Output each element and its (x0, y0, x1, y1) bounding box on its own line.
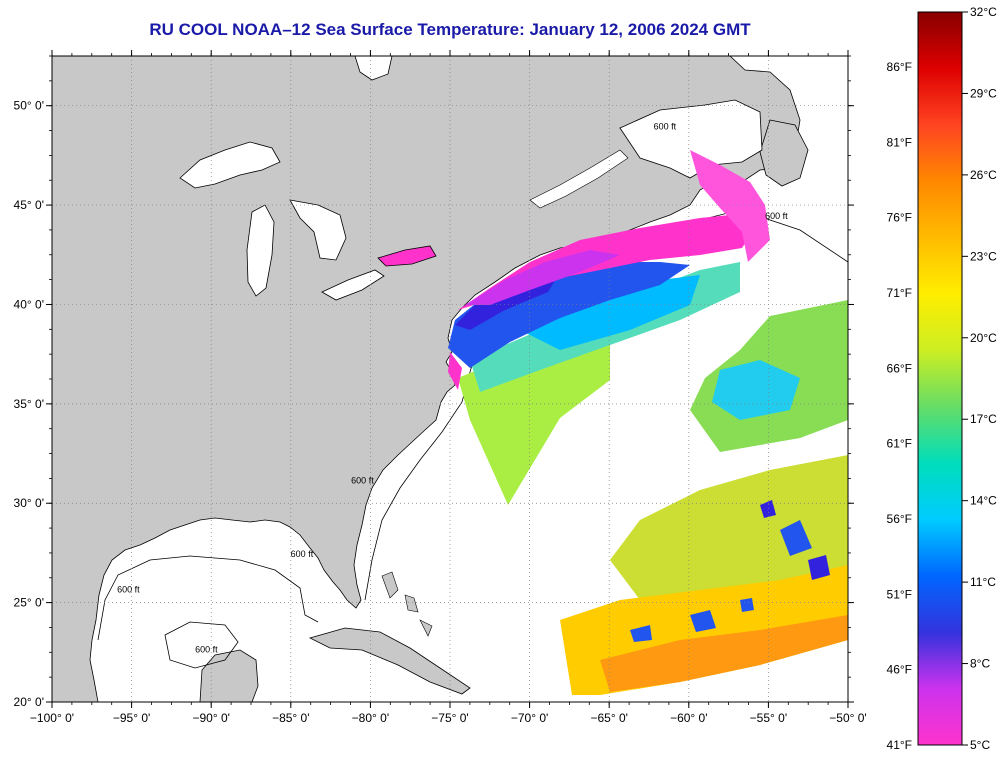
latitude-labels: 20° 0' 25° 0' 30° 0' 35° 0' 40° 0' 45° 0' 50° … (14, 99, 44, 709)
map-frame (51, 55, 849, 703)
colorbar-labels: 32°C 29°C 26°C 23°C 20°C 17°C 14°C 11°C 8°C 5°C 86… (887, 5, 998, 752)
fahrenheit-label: 46°F (887, 663, 912, 677)
longitude-labels: −100° 0' −95° 0' −90° 0' −85° 0' −80° 0' −75°… (30, 711, 867, 725)
celsius-label: 11°C (970, 575, 996, 589)
contour-label: 600 ft (195, 644, 218, 654)
colorbar-gradient (917, 11, 963, 746)
lat-label: 45° 0' (14, 198, 44, 212)
lon-label: −95° 0' (113, 711, 150, 725)
lake-ontario (377, 245, 437, 267)
contour-label: 600 ft (117, 585, 140, 595)
lake-superior (179, 141, 281, 189)
lat-label: 35° 0' (14, 397, 44, 411)
lat-label: 50° 0' (14, 99, 44, 113)
gulf-of-st-lawrence (619, 99, 763, 179)
fahrenheit-label: 56°F (887, 512, 912, 526)
lon-label: −75° 0' (431, 711, 468, 725)
contour-label: 600 ft (291, 549, 314, 559)
lat-label: 30° 0' (14, 496, 44, 510)
sst-swath-north (448, 150, 770, 505)
lon-label: −100° 0' (30, 711, 74, 725)
lon-label: −70° 0' (511, 711, 548, 725)
fahrenheit-label: 51°F (887, 587, 912, 601)
lon-label: −80° 0' (352, 711, 389, 725)
celsius-label: 5°C (970, 738, 990, 752)
lat-label: 25° 0' (14, 596, 44, 610)
contour-label: 600 ft (351, 475, 374, 485)
fahrenheit-label: 66°F (887, 361, 912, 375)
hudson-bay (354, 56, 393, 81)
celsius-label: 32°C (970, 5, 997, 19)
celsius-label: 26°C (970, 168, 997, 182)
fahrenheit-label: 41°F (887, 738, 912, 752)
fahrenheit-label: 86°F (887, 60, 912, 74)
lon-label: −65° 0' (590, 711, 627, 725)
lon-label: −85° 0' (272, 711, 309, 725)
celsius-label: 17°C (970, 412, 997, 426)
lake-huron (289, 199, 347, 261)
gulf-deep-contour (164, 621, 239, 669)
sst-swath-south (560, 300, 848, 695)
celsius-label: 14°C (970, 494, 997, 508)
lake-erie (321, 269, 385, 301)
newfoundland-land (759, 119, 809, 187)
lon-label: −90° 0' (192, 711, 229, 725)
celsius-label: 20°C (970, 331, 997, 345)
st-lawrence-river (529, 149, 629, 209)
lake-michigan (246, 204, 275, 297)
north-america-land (52, 56, 801, 702)
fahrenheit-label: 71°F (887, 286, 912, 300)
map-title: RU COOL NOAA–12 Sea Surface Temperature:… (149, 20, 751, 39)
celsius-label: 29°C (970, 86, 997, 100)
colorbar: 32°C 29°C 26°C 23°C 20°C 17°C 14°C 11°C 8°C 5°C 86… (887, 5, 998, 752)
contour-labels: 600 ft 600 ft 600 ft 600 ft 600 ft 600 ft (117, 122, 788, 655)
lon-label: −60° 0' (670, 711, 707, 725)
contour-label: 600 ft (654, 122, 677, 132)
contour-label: 600 ft (765, 211, 788, 221)
celsius-label: 8°C (970, 657, 990, 671)
lat-label: 20° 0' (14, 695, 44, 709)
bahamas-land (381, 571, 433, 637)
lat-label: 40° 0' (14, 297, 44, 311)
celsius-label: 23°C (970, 249, 997, 263)
lon-label: −50° 0' (829, 711, 866, 725)
fahrenheit-label: 81°F (887, 135, 912, 149)
fahrenheit-label: 76°F (887, 211, 912, 225)
cuba-land (308, 627, 471, 695)
lon-label: −55° 0' (750, 711, 787, 725)
fahrenheit-label: 61°F (887, 437, 912, 451)
